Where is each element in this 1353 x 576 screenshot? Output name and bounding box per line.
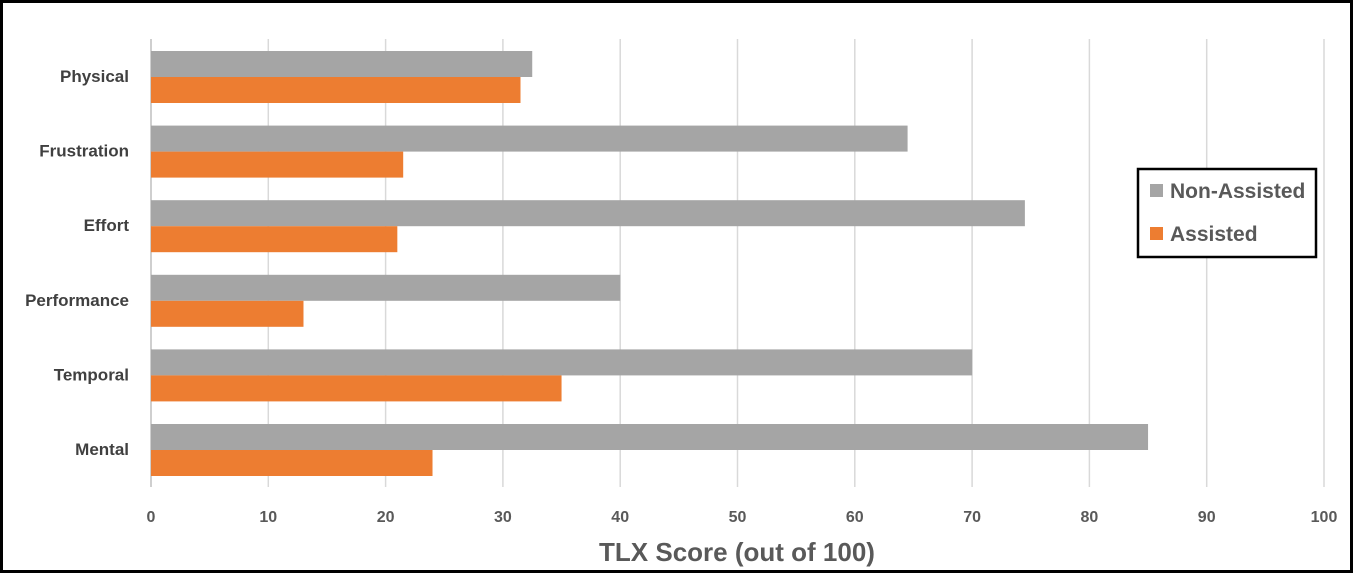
tlx-bar-chart: 0 10 20 30 40 50 60 70 80 90 100 Physical Frustrati… [25,39,1338,567]
x-tick-label-80: 80 [1081,509,1099,526]
bar-effort-assisted [151,226,398,253]
bar-performance-non-assisted [151,274,621,301]
x-tick-label-20: 20 [377,509,395,526]
legend-swatch-non-assisted [1150,184,1163,197]
bar-temporal-non-assisted [151,349,973,376]
x-axis-title: TLX Score (out of 100) [599,537,875,567]
legend: Non-Assisted Assisted [1136,167,1318,259]
x-tick-label-100: 100 [1311,509,1338,526]
x-tick-label-30: 30 [494,509,512,526]
x-tick-label-0: 0 [147,509,156,526]
x-tick-label-10: 10 [259,509,277,526]
x-tick-label-90: 90 [1198,509,1216,526]
bar-physical-assisted [151,77,521,103]
category-label-temporal: Temporal [54,365,129,384]
bar-mental-assisted [151,450,433,476]
legend-swatch-assisted [1150,227,1163,240]
bar-mental-non-assisted [151,424,1149,450]
gridlines [150,39,1325,487]
category-label-performance: Performance [25,291,129,310]
legend-label-assisted: Assisted [1170,223,1258,246]
category-label-frustration: Frustration [39,142,129,161]
x-tick-label-70: 70 [963,509,981,526]
x-tick-label-60: 60 [846,509,864,526]
x-tick-labels: 0 10 20 30 40 50 60 70 80 90 100 [147,509,1338,526]
legend-box [1136,167,1318,259]
category-label-mental: Mental [75,440,129,459]
category-label-effort: Effort [84,216,130,235]
bar-frustration-assisted [151,151,404,178]
legend-label-non-assisted: Non-Assisted [1170,180,1305,203]
category-label-physical: Physical [60,67,129,86]
x-tick-label-50: 50 [729,509,747,526]
category-labels: Physical Frustration Effort Performance Temp… [25,67,129,459]
x-tick-label-40: 40 [611,509,629,526]
bar-frustration-non-assisted [151,125,908,152]
bar-performance-assisted [151,300,304,327]
bars [151,51,1149,476]
bar-temporal-assisted [151,375,562,402]
bar-effort-non-assisted [151,200,1025,227]
bar-physical-non-assisted [151,51,533,77]
